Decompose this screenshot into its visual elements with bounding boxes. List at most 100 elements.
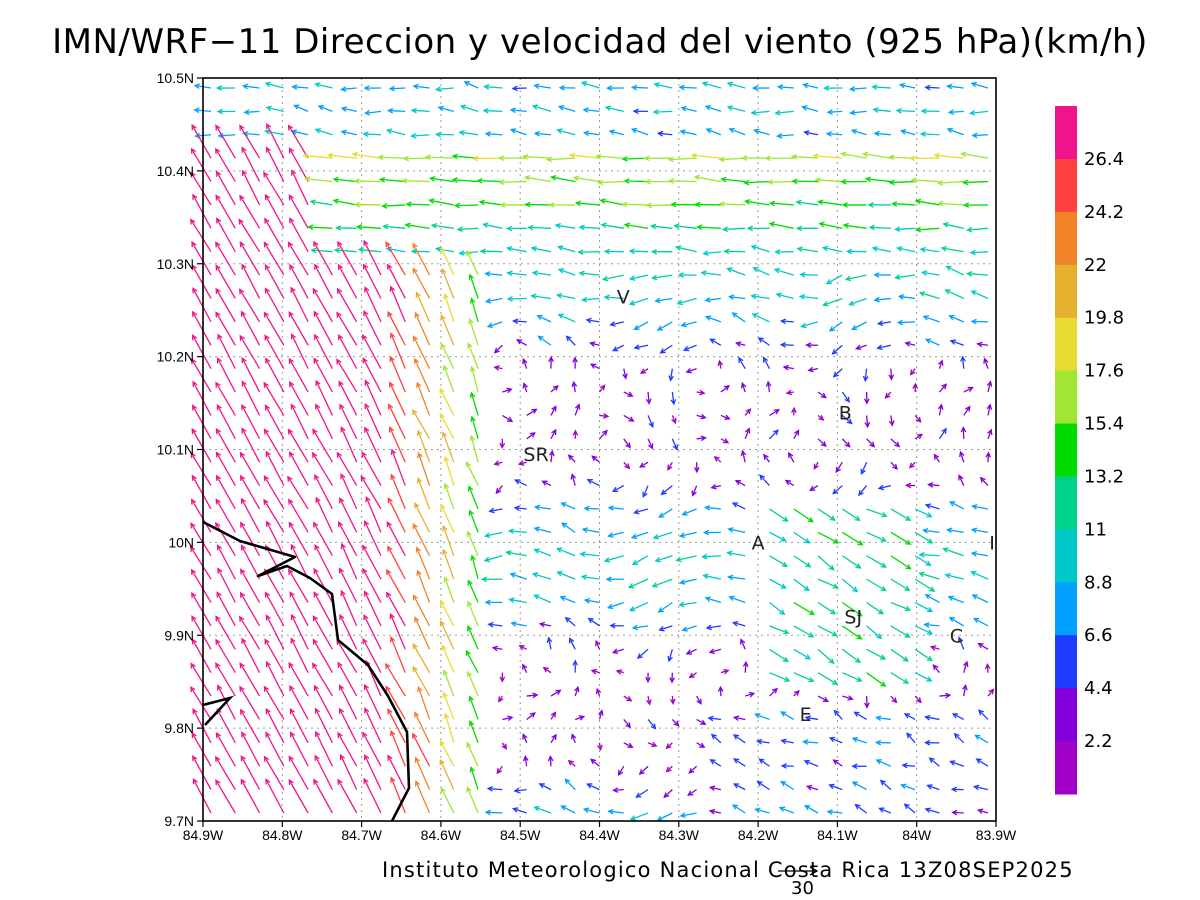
wind-vector — [903, 803, 916, 814]
wind-vector — [645, 391, 652, 405]
wind-vector — [337, 731, 358, 767]
wind-vector — [243, 109, 260, 115]
wind-vector — [241, 731, 261, 767]
wind-vector — [240, 521, 261, 557]
lat-tick-label: 10.2N — [157, 349, 194, 365]
wind-vector — [238, 218, 261, 253]
wind-vector — [726, 550, 746, 557]
wind-vector — [239, 474, 261, 510]
wind-vector — [523, 175, 552, 183]
wind-vector — [633, 321, 649, 331]
wind-vector — [517, 460, 527, 466]
wind-vector — [290, 613, 309, 650]
wind-vector — [983, 357, 989, 369]
map-title: IMN/WRF−11 Direccion y velocidad del vie… — [52, 22, 1148, 62]
wind-vector — [603, 248, 624, 255]
wind-vector — [694, 201, 721, 208]
wind-vector — [765, 380, 772, 393]
wind-vector — [239, 708, 261, 744]
wind-vector — [414, 756, 431, 790]
wind-vector — [468, 695, 479, 720]
wind-vector — [585, 317, 600, 324]
wind-vector — [191, 404, 212, 440]
wind-vector — [678, 601, 697, 608]
wind-vector — [944, 572, 964, 580]
wind-vector — [742, 660, 749, 673]
wind-vector — [416, 477, 431, 510]
wind-vector — [287, 475, 309, 510]
wind-vector — [333, 247, 357, 254]
wind-vector — [190, 498, 212, 533]
wind-vector — [326, 152, 357, 159]
wind-vector — [465, 461, 479, 486]
wind-vector — [484, 131, 503, 137]
wind-vector — [288, 147, 309, 182]
wind-vector — [720, 438, 730, 444]
wind-vector — [754, 807, 770, 814]
wind-vector — [442, 669, 455, 697]
wind-vector — [363, 590, 382, 627]
wind-vector — [437, 105, 454, 113]
wind-vector — [769, 555, 789, 568]
wind-vector — [720, 384, 730, 393]
wind-vector — [550, 689, 562, 697]
wind-vector — [951, 809, 964, 816]
wind-vector — [493, 365, 503, 371]
wind-vector — [510, 621, 527, 627]
wind-vector — [630, 84, 649, 91]
wind-vector — [317, 105, 333, 112]
wind-vector — [927, 482, 940, 488]
wind-vector — [192, 287, 212, 323]
wind-vector — [522, 663, 528, 673]
wind-vector — [723, 248, 746, 255]
wind-vector — [962, 179, 989, 186]
wind-vector — [531, 104, 552, 113]
wind-vector — [467, 579, 479, 603]
wind-vector — [265, 778, 285, 814]
wind-vector — [479, 248, 503, 255]
wind-vector — [337, 333, 358, 369]
wind-vector — [972, 784, 989, 791]
colorbar-segment — [1055, 423, 1077, 477]
wind-vector — [735, 341, 746, 347]
wind-vectors — [189, 81, 995, 821]
wind-vector — [595, 687, 602, 697]
wind-vector — [904, 482, 916, 489]
wind-vector — [401, 177, 430, 184]
wind-vector — [607, 505, 624, 511]
wind-vector — [667, 178, 697, 184]
wind-vector — [918, 571, 940, 580]
wind-vector — [410, 248, 430, 255]
wind-vector — [469, 766, 479, 790]
wind-vector — [890, 578, 911, 591]
wind-vector — [782, 364, 794, 371]
wind-vector — [647, 719, 657, 730]
wind-vector — [443, 455, 455, 486]
wind-vector — [987, 688, 995, 697]
wind-vector — [478, 199, 503, 206]
wind-vector — [264, 81, 285, 89]
colorbar-label: 15.4 — [1084, 414, 1124, 435]
wind-vector — [688, 765, 698, 774]
lon-tick-label: 84.8W — [262, 827, 303, 843]
wind-vector — [363, 309, 382, 346]
wind-vector — [466, 530, 479, 557]
wind-vector — [710, 483, 722, 490]
wind-vector — [803, 759, 819, 767]
wind-vector — [603, 294, 624, 301]
wind-vector — [651, 578, 673, 588]
reference-vector: 30 — [778, 866, 819, 899]
wind-vector — [914, 414, 922, 423]
wind-vector — [538, 621, 552, 628]
wind-vector — [832, 368, 843, 378]
wind-vector — [288, 310, 309, 346]
colorbar-segment — [1055, 317, 1077, 372]
wind-vector — [788, 451, 795, 463]
wind-vector — [623, 742, 634, 748]
wind-vector — [658, 625, 673, 632]
wind-vector — [668, 368, 675, 382]
colorbar-label: 24.2 — [1084, 202, 1124, 223]
wind-vector — [769, 687, 778, 697]
wind-vector — [704, 596, 722, 604]
wind-vector — [890, 461, 898, 470]
